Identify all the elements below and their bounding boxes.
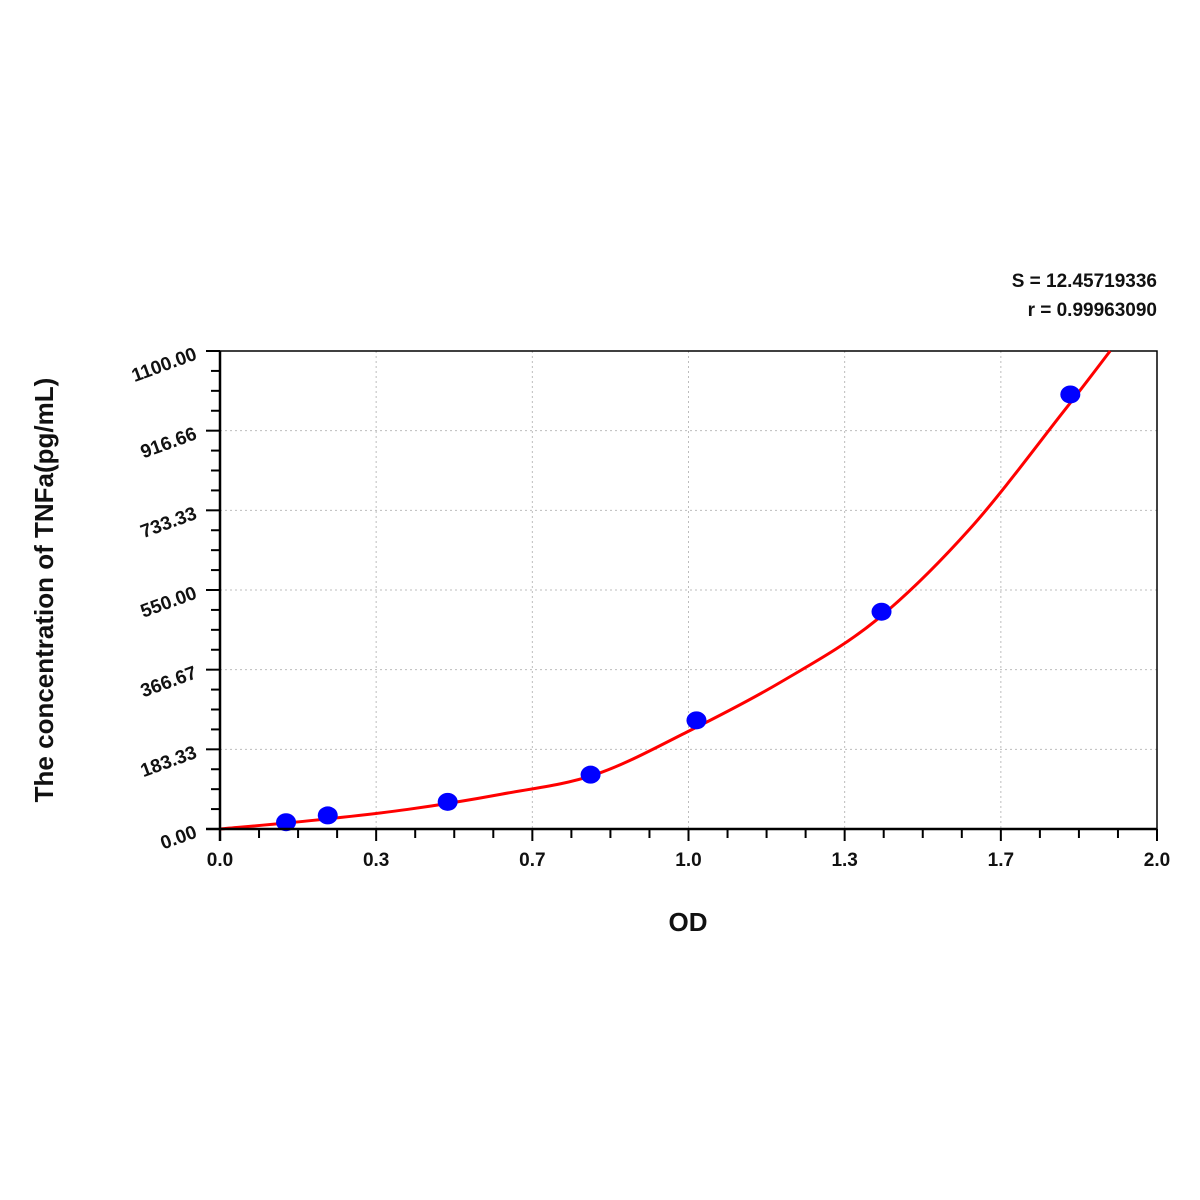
r-statistic: r = 0.99963090 (1027, 300, 1157, 321)
y-tick-label: 733.33 (138, 503, 200, 543)
data-point (317, 806, 338, 825)
y-axis-title: The concentration of TNFa(pg/mL) (29, 378, 59, 803)
x-tick-label: 1.3 (831, 850, 857, 871)
y-tick-label: 1100.00 (129, 344, 200, 387)
y-tick-label: 916.66 (138, 424, 200, 464)
y-tick-label: 0.00 (158, 822, 200, 854)
data-point (871, 602, 892, 621)
data-points (276, 385, 1081, 832)
data-point (1060, 385, 1081, 404)
data-point (437, 792, 458, 811)
y-tick-label: 550.00 (138, 583, 200, 623)
y-tick-label: 183.33 (138, 742, 200, 782)
data-point (580, 765, 601, 784)
x-tick-label: 0.3 (363, 850, 389, 871)
y-tick-label: 366.67 (138, 663, 200, 703)
x-tick-label: 1.0 (675, 850, 701, 871)
data-point (276, 813, 297, 832)
grid-lines (220, 351, 1157, 829)
x-tick-label: 1.7 (988, 850, 1014, 871)
x-tick-label: 0.7 (519, 850, 545, 871)
x-tick-label: 0.0 (207, 850, 233, 871)
x-tick-label: 2.0 (1144, 850, 1170, 871)
s-statistic: S = 12.45719336 (1011, 271, 1157, 292)
x-axis-title: OD (669, 907, 708, 937)
axes: 0.0 0.3 0.7 1.0 1.3 1.7 2.0 0.00 183.33 366.67 550… (129, 344, 1170, 871)
data-point (686, 711, 707, 730)
